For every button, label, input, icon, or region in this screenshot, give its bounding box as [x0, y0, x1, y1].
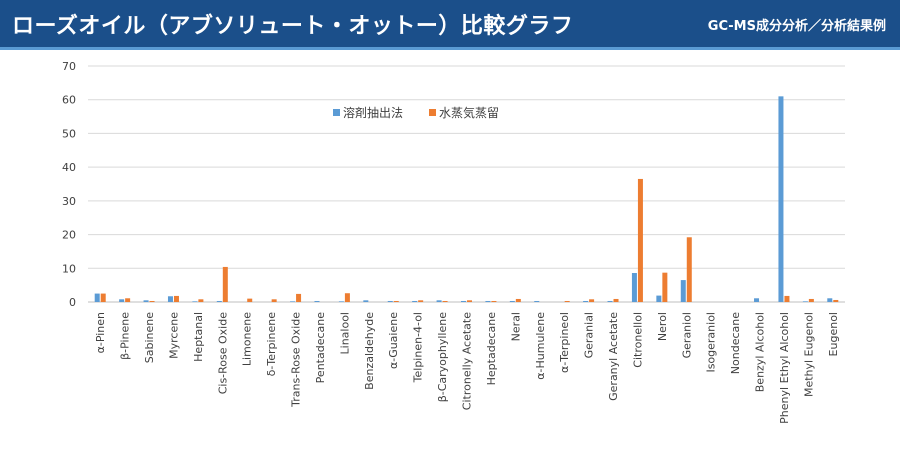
bar-steam [491, 300, 497, 302]
x-tick-label: Pentadecane [314, 312, 327, 384]
legend-label: 溶剤抽出法 [343, 105, 403, 120]
bar-solvent [290, 301, 296, 302]
bar-solvent [583, 300, 589, 302]
bar-steam [442, 300, 448, 302]
x-tick-label: Geranial [583, 312, 596, 358]
bar-solvent [485, 300, 491, 302]
bar-solvent [509, 300, 515, 302]
comparison-bar-chart: 0 10 20 30 40 50 60 70 α-Pinen β-Pinene Sabinene My… [62, 60, 845, 424]
bar-steam [100, 293, 106, 302]
x-tick-label: Phenyl Ethyl Alcohol [778, 312, 791, 424]
bar-solvent [656, 295, 662, 302]
bar-steam [637, 178, 643, 302]
bar-steam [149, 300, 155, 302]
bar-steam [467, 300, 472, 302]
bar-solvent [607, 300, 613, 302]
x-tick-label: Citronellol [631, 312, 644, 368]
x-tick-label: β-Pinene [119, 312, 132, 360]
x-tick-label: α-Guaiene [387, 312, 400, 369]
y-tick-label: 20 [62, 229, 76, 242]
bar-solvent [119, 299, 125, 302]
bar-solvent [631, 273, 637, 302]
x-tick-label: δ-Terpinene [265, 312, 278, 377]
x-tick-label: Citronelly Acetate [461, 312, 474, 410]
bar-solvent [94, 293, 100, 302]
bar-solvent [363, 300, 369, 302]
bar-steam [515, 298, 521, 302]
bar-solvent [680, 280, 686, 302]
legend-swatch [429, 109, 436, 116]
x-tick-label: Heptadecane [485, 312, 498, 386]
y-tick-label: 50 [62, 127, 76, 140]
x-tick-label: α-Terpineol [558, 312, 571, 373]
y-tick-label: 60 [62, 94, 76, 107]
x-tick-label: Methyl Eugenol [802, 312, 815, 397]
bar-solvent [778, 96, 784, 302]
x-tick-label: Myrcene [167, 312, 180, 359]
bar-solvent [802, 301, 808, 302]
bar-steam [564, 300, 570, 302]
x-tick-label: α-Pinen [94, 312, 107, 353]
bar-solvent [827, 298, 833, 302]
x-tick-label: Geranyl Acetate [607, 312, 620, 401]
x-tick-label: Trans-Rose Oxide [290, 312, 303, 408]
bar-solvent [534, 300, 540, 302]
bar-steam [784, 295, 790, 302]
bar-steam [613, 298, 619, 302]
bar-steam [833, 299, 839, 302]
bar-steam [393, 300, 399, 302]
y-tick-label: 40 [62, 161, 76, 174]
bar-steam [247, 298, 253, 302]
x-tick-label: Linalool [338, 312, 351, 354]
x-tick-label: Telpinen-4-ol [412, 312, 425, 383]
bar-steam [125, 298, 131, 302]
bar-steam [173, 295, 179, 302]
bar-steam [222, 266, 228, 302]
header-banner: ローズオイル（アブソリュート・オットー）比較グラフ GC-MS成分分析／分析結果… [0, 0, 900, 50]
x-tick-label: β-Caryophyllene [436, 312, 449, 402]
bar-steam [271, 299, 277, 302]
x-tick-label: Geraniol [680, 312, 693, 358]
y-tick-label: 10 [62, 262, 76, 275]
bar-steam [198, 299, 204, 302]
bar-solvent [436, 300, 442, 302]
x-tick-label: Benzyl Alcohol [754, 312, 767, 392]
y-tick-label: 0 [69, 296, 76, 309]
bar-solvent [192, 301, 198, 302]
bar-solvent [461, 300, 466, 302]
bar-solvent [143, 300, 149, 302]
bar-steam [344, 293, 350, 302]
bar-steam [589, 299, 595, 302]
y-tick-label: 70 [62, 60, 76, 73]
bar-steam [418, 300, 424, 302]
page-title: ローズオイル（アブソリュート・オットー）比較グラフ [12, 13, 574, 39]
x-tick-label: Heptanal [192, 312, 205, 362]
x-tick-label: α-Humulene [534, 312, 547, 380]
x-tick-label: Benzaldehyde [363, 312, 376, 390]
bar-solvent [314, 300, 320, 302]
bar-steam [686, 237, 692, 302]
bar-steam [296, 293, 302, 302]
x-tick-label: Nondecane [729, 312, 742, 374]
x-tick-label: Nerol [656, 312, 669, 341]
y-tick-label: 30 [62, 195, 76, 208]
x-tick-label: Neral [509, 312, 522, 341]
bar-solvent [338, 301, 344, 302]
bar-solvent [167, 296, 173, 302]
legend-swatch [333, 109, 340, 116]
x-tick-label: Isogeraniol [705, 312, 718, 373]
legend-label: 水蒸気蒸留 [439, 105, 499, 120]
bar-steam [662, 272, 668, 302]
bar-solvent [412, 300, 418, 302]
x-tick-label: Limonene [241, 312, 254, 366]
x-tick-label: Cis-Rose Oxide [216, 312, 229, 395]
bar-solvent [216, 300, 222, 302]
page-subtitle: GC-MS成分分析／分析結果例 [707, 19, 886, 34]
bar-steam [808, 298, 814, 302]
bar-solvent [754, 298, 760, 302]
x-tick-label: Sabinene [143, 312, 156, 363]
bar-solvent [387, 300, 393, 302]
x-tick-label: Eugenol [827, 312, 840, 356]
